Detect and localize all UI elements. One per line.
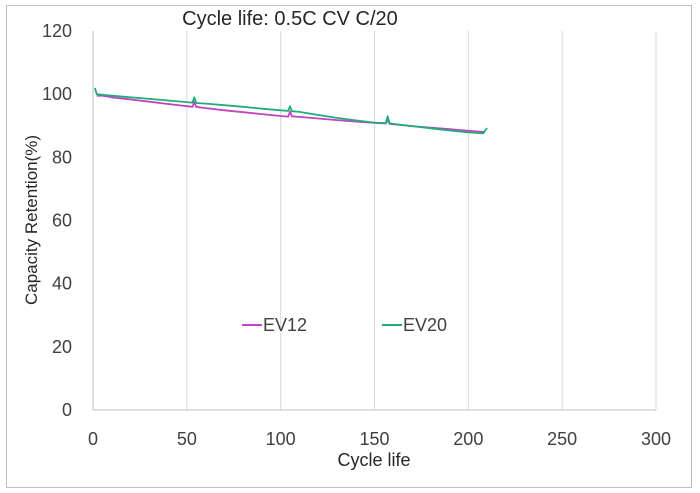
x-tick-label: 50 bbox=[177, 429, 197, 449]
y-tick-label: 100 bbox=[42, 84, 72, 104]
legend: EV12 EV20 bbox=[242, 315, 447, 335]
axes bbox=[92, 31, 656, 411]
y-axis-label: Capacity Retention(%) bbox=[22, 135, 41, 305]
x-tick-label: 250 bbox=[547, 429, 577, 449]
chart-frame bbox=[6, 5, 692, 488]
y-tick-labels: 0 20 40 60 80 100 120 bbox=[42, 21, 72, 420]
legend-label-ev12: EV12 bbox=[263, 315, 307, 335]
x-tick-label: 100 bbox=[266, 429, 296, 449]
legend-label-ev20: EV20 bbox=[403, 315, 447, 335]
y-tick-label: 40 bbox=[52, 274, 72, 294]
series-lines bbox=[94, 87, 488, 135]
x-tick-label: 300 bbox=[641, 429, 671, 449]
chart-title: Cycle life: 0.5C CV C/20 bbox=[182, 8, 398, 30]
y-tick-label: 20 bbox=[52, 337, 72, 357]
y-tick-label: 120 bbox=[42, 21, 72, 41]
series-line-ev12 bbox=[96, 94, 486, 133]
series-line-ev20 bbox=[94, 87, 488, 135]
x-tick-label: 200 bbox=[453, 429, 483, 449]
x-tick-label: 150 bbox=[359, 429, 389, 449]
x-axis-label: Cycle life bbox=[337, 450, 410, 470]
y-tick-label: 60 bbox=[52, 211, 72, 231]
x-tick-labels: 0 50 100 150 200 250 300 bbox=[88, 429, 671, 449]
x-tick-label: 0 bbox=[88, 429, 98, 449]
y-tick-label: 80 bbox=[52, 147, 72, 167]
y-tick-label: 0 bbox=[62, 400, 72, 420]
gridlines bbox=[186, 31, 657, 410]
